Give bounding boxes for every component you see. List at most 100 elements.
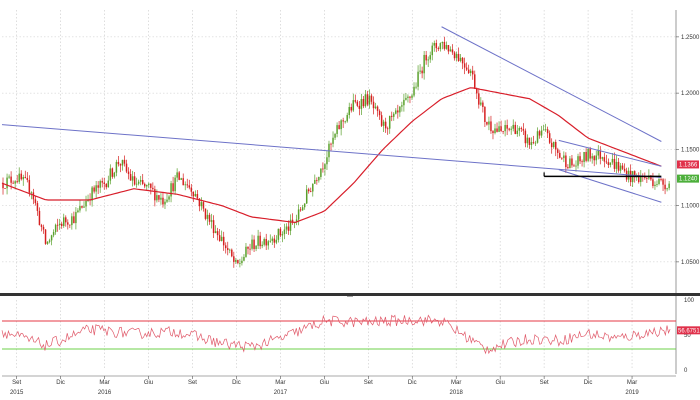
candle-body [233, 256, 235, 262]
candle-body [235, 259, 237, 262]
candle-body [364, 94, 367, 107]
candle-body [405, 97, 407, 100]
trendline [558, 139, 662, 167]
candle-body [451, 49, 454, 53]
candle-body [668, 183, 670, 189]
candle-body [429, 55, 431, 60]
candle-body [617, 161, 620, 171]
candle-body [411, 95, 413, 98]
candle-body [366, 94, 369, 105]
candle-body [121, 159, 124, 166]
year-label: 2017 [274, 390, 288, 396]
candle-body [488, 121, 490, 125]
candle-body [253, 239, 255, 250]
candle-body [115, 161, 118, 173]
candle-body [427, 59, 429, 61]
candle-body [455, 53, 458, 59]
candle-body [222, 236, 225, 246]
candle-body [95, 185, 97, 192]
price-tick-label: 1.1000 [681, 204, 700, 210]
candle-body [93, 187, 95, 192]
price-tick-label: 1.0500 [681, 260, 700, 266]
candle-body [504, 125, 506, 132]
watermark: — [347, 294, 353, 300]
candle-body [239, 263, 241, 264]
candle-body [599, 150, 602, 159]
candle-body [170, 183, 172, 197]
candle-body [91, 187, 93, 201]
candle-body [587, 148, 589, 161]
rsi-tick-label: 0 [684, 368, 688, 374]
candle-body [154, 189, 156, 201]
candle-body [534, 142, 537, 144]
candle-body [494, 128, 496, 134]
candle-body [285, 226, 288, 230]
candle-body [137, 181, 140, 184]
candle-body [32, 192, 35, 200]
candle-body [174, 177, 176, 192]
candle-body [119, 164, 122, 166]
candle-body [316, 180, 318, 181]
candle-body [184, 184, 186, 186]
candle-body [79, 206, 81, 211]
candle-body [662, 179, 664, 185]
candle-body [168, 196, 170, 200]
candle-body [10, 176, 12, 183]
candle-body [148, 183, 150, 185]
candle-body [287, 226, 290, 231]
candle-body [16, 181, 18, 183]
candle-body [259, 235, 261, 247]
candle-body [210, 220, 213, 222]
panel-divider [0, 293, 700, 296]
candle-body [156, 195, 158, 201]
candle-body [269, 240, 272, 242]
candle-body [103, 182, 105, 184]
month-tick-label: Dic [232, 380, 241, 386]
candle-body [139, 180, 142, 182]
candle-body [178, 172, 180, 180]
candle-body [40, 225, 43, 227]
candle-body [38, 210, 41, 226]
candle-body [457, 53, 460, 61]
candle-body [83, 206, 85, 208]
candle-body [490, 121, 492, 132]
candle-body [299, 209, 302, 211]
rsi-tick-label: 50 [684, 333, 691, 339]
candle-body [129, 174, 132, 181]
candle-body [326, 157, 328, 165]
candle-body [271, 238, 274, 241]
candle-body [469, 70, 472, 74]
candle-body [162, 197, 164, 205]
candle-body [623, 168, 626, 171]
candle-body [237, 259, 239, 264]
candle-body [58, 223, 61, 226]
candle-body [50, 235, 53, 241]
candle-body [146, 184, 148, 187]
candle-body [107, 180, 110, 188]
candle-body [589, 148, 591, 159]
candle-body [516, 130, 519, 134]
candle-body [463, 63, 466, 68]
candle-body [376, 106, 379, 111]
candle-body [554, 141, 557, 150]
candle-body [652, 179, 654, 186]
candle-body [465, 67, 468, 70]
candle-body [180, 178, 182, 180]
candle-body [81, 206, 83, 208]
candle-body [18, 173, 20, 182]
candle-body [111, 168, 114, 177]
candle-body [214, 231, 217, 234]
candle-body [60, 223, 63, 226]
candle-body [77, 210, 79, 213]
candle-body [117, 161, 120, 165]
candle-body [220, 236, 223, 241]
candle-body [243, 256, 245, 261]
month-tick-label: Dic [408, 380, 417, 386]
candle-body [658, 179, 660, 185]
candle-body [583, 151, 585, 163]
trendline [441, 26, 662, 142]
candle-body [273, 238, 276, 243]
candle-body [508, 128, 510, 130]
candle-body [542, 129, 545, 131]
candle-body [666, 188, 668, 190]
